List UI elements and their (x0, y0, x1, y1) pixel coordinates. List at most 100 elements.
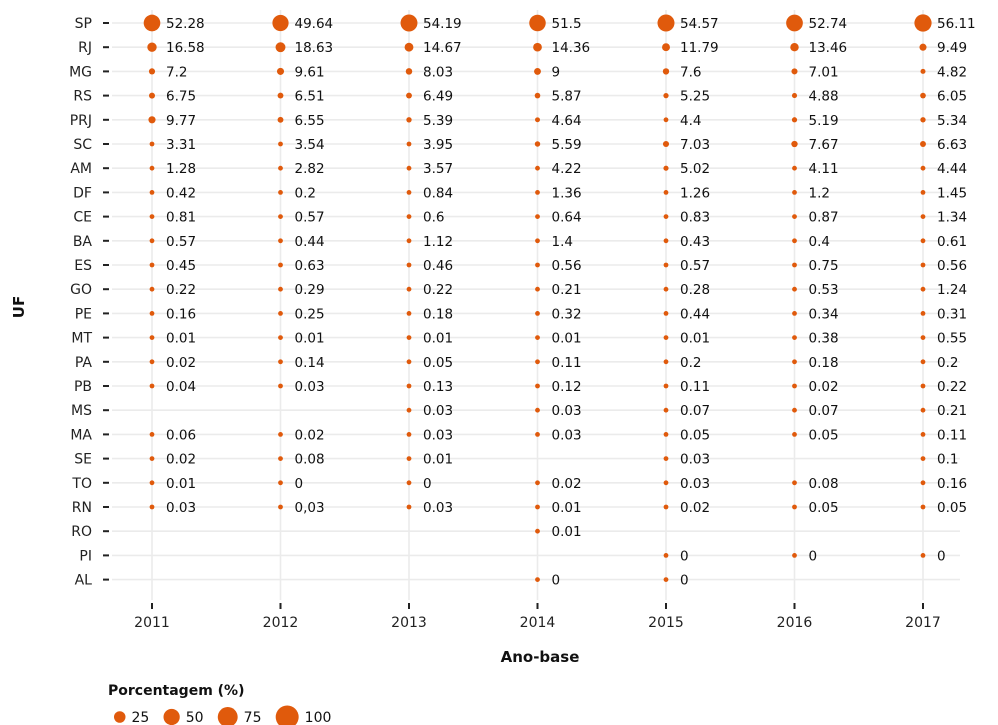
data-label: 0.4 (809, 234, 830, 250)
data-point (535, 286, 540, 292)
data-label: 0.02 (166, 355, 196, 371)
data-point (792, 553, 797, 558)
data-point (663, 456, 669, 461)
data-label: 8.03 (423, 64, 453, 80)
data-point (149, 432, 155, 437)
data-point (920, 286, 926, 292)
data-point (920, 165, 926, 171)
data-point (275, 42, 286, 53)
data-point (535, 577, 540, 582)
data-point (277, 116, 284, 123)
data-label: 1.26 (680, 185, 710, 201)
data-point (790, 42, 799, 52)
data-label: 3.31 (166, 137, 196, 153)
y-tick-label: RJ (78, 40, 92, 56)
data-point (534, 67, 541, 75)
legend: Porcentagem (%) 25 50 75 100 (108, 683, 331, 725)
data-label: 0.57 (680, 258, 710, 274)
data-label: 0.56 (552, 258, 582, 274)
data-point (920, 456, 926, 461)
data-label: 0.07 (809, 403, 839, 419)
data-point (663, 553, 669, 558)
data-point (535, 190, 540, 195)
y-tick-label: RN (72, 500, 92, 516)
data-point (535, 165, 540, 171)
data-label: 9 (552, 64, 561, 80)
data-label: 51.5 (552, 16, 582, 32)
data-label: 0 (937, 548, 946, 564)
data-point (406, 383, 412, 389)
data-label: 54.57 (680, 16, 719, 32)
x-axis-title: Ano-base (501, 648, 580, 666)
legend-marker (217, 707, 238, 725)
data-label: 0.18 (809, 355, 839, 371)
data-label: 0.29 (295, 282, 325, 298)
y-tick-label: MT (71, 331, 92, 347)
data-label: 1.36 (552, 185, 582, 201)
x-tick-label: 2017 (905, 615, 941, 631)
data-point (663, 262, 669, 268)
data-label: 0.06 (166, 427, 196, 443)
data-label: 0.16 (937, 476, 967, 492)
data-point (920, 262, 926, 268)
data-label: 0.02 (166, 452, 196, 468)
data-point (791, 140, 798, 148)
legend-marker (114, 711, 126, 723)
legend-marker (275, 705, 299, 725)
data-point (406, 165, 412, 171)
data-label: 5.59 (552, 137, 582, 153)
data-point (791, 93, 798, 99)
data-label: 0 (423, 476, 432, 492)
data-point (792, 480, 797, 486)
data-point (535, 117, 540, 123)
legend-items: 25 50 75 100 (114, 705, 331, 725)
data-label: 0.01 (166, 476, 196, 492)
data-label: 3.57 (423, 161, 453, 177)
data-point (920, 480, 926, 486)
data-point (792, 190, 797, 195)
data-label: 0.01 (423, 452, 453, 468)
data-point (792, 383, 797, 389)
data-point (406, 92, 412, 99)
y-tick-label: ES (74, 258, 92, 274)
data-point (663, 311, 669, 316)
data-point (792, 165, 797, 171)
data-point (278, 311, 283, 316)
data-label: 0.12 (552, 379, 582, 395)
data-point (535, 262, 540, 268)
data-label: 0.03 (680, 452, 710, 468)
data-label: 0.02 (295, 427, 325, 443)
data-point (792, 311, 797, 316)
y-tick-label: AM (70, 161, 92, 177)
data-label: 9.49 (937, 40, 967, 56)
data-label: 0.01 (552, 331, 582, 347)
data-label: 11.79 (680, 40, 719, 56)
data-point (663, 480, 669, 486)
data-label: 16.58 (166, 40, 205, 56)
data-point (535, 504, 540, 510)
data-point (792, 407, 797, 413)
data-label: 0.53 (809, 282, 839, 298)
data-point (149, 359, 155, 365)
data-label: 0.2 (680, 355, 701, 371)
y-axis-title: UF (10, 296, 28, 318)
data-point (920, 190, 926, 195)
data-label: 0.02 (809, 379, 839, 395)
data-label: 6.55 (295, 113, 325, 129)
data-label: 0.38 (809, 331, 839, 347)
data-point (792, 504, 797, 510)
data-point (535, 480, 540, 486)
data-label: 5.25 (680, 89, 710, 105)
data-label: 18.63 (295, 40, 334, 56)
data-point (278, 383, 283, 389)
data-label: 4.22 (552, 161, 582, 177)
data-label: 1.24 (937, 282, 967, 298)
y-tick-label: MS (71, 403, 92, 419)
data-point (791, 117, 798, 123)
legend-label: 50 (186, 710, 204, 725)
data-point (149, 504, 155, 510)
data-point (792, 335, 797, 340)
data-point (278, 165, 283, 171)
data-label: 5.39 (423, 113, 453, 129)
data-point (663, 432, 669, 437)
